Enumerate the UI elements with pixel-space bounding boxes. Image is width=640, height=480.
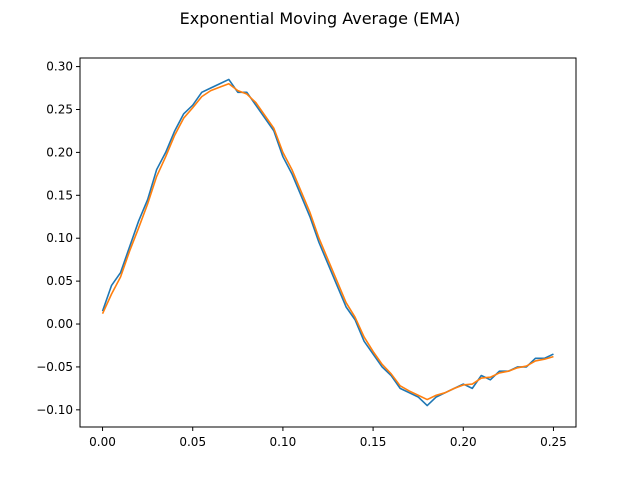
- y-tick-label: −0.05: [36, 360, 73, 374]
- y-tick-label: 0.30: [46, 60, 73, 74]
- plot-frame: [79, 57, 577, 428]
- y-tick-label: 0.25: [46, 102, 73, 116]
- x-tick-label: 0.15: [360, 435, 387, 449]
- x-tick-label: 0.10: [270, 435, 297, 449]
- y-tick-label: 0.00: [46, 317, 73, 331]
- y-tick-label: 0.15: [46, 188, 73, 202]
- y-tick-label: 0.10: [46, 231, 73, 245]
- series-layer: [101, 78, 554, 407]
- y-axis: −0.10 −0.05 0.00 0.05 0.10 0.15 0.20 0.25 0.30: [36, 60, 80, 417]
- y-tick-label: −0.10: [36, 403, 73, 417]
- chart-title: Exponential Moving Average (EMA): [180, 9, 461, 28]
- x-tick-label: 0.20: [450, 435, 477, 449]
- series-line-ema: [101, 82, 554, 401]
- y-tick-label: 0.05: [46, 274, 73, 288]
- series-line-raw: [101, 78, 554, 407]
- x-tick-label: 0.25: [540, 435, 567, 449]
- x-axis: 0.00 0.05 0.10 0.15 0.20 0.25: [89, 427, 567, 449]
- y-tick-label: 0.20: [46, 145, 73, 159]
- x-tick-label: 0.05: [179, 435, 206, 449]
- x-tick-label: 0.00: [89, 435, 116, 449]
